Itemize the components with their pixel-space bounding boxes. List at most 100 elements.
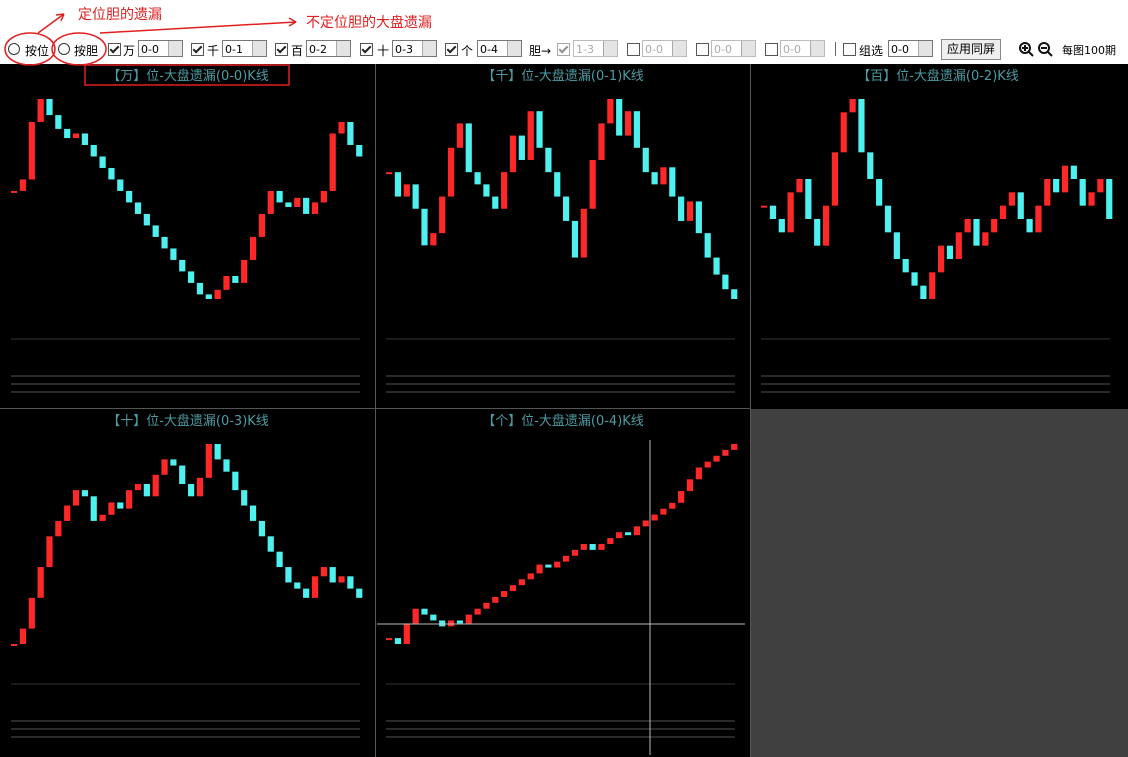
checkbox[interactable]	[275, 43, 288, 56]
select[interactable]: 0-3	[392, 40, 437, 57]
zoom-out[interactable]	[1038, 42, 1050, 54]
candle	[456, 620, 463, 624]
candle	[439, 196, 446, 234]
candle	[267, 190, 274, 214]
candle	[152, 474, 159, 497]
candle	[483, 184, 490, 197]
select[interactable]: 0-0	[711, 40, 756, 57]
candle	[911, 272, 918, 286]
candle	[55, 115, 62, 129]
annotation-text: 定位胆的遗漏	[78, 7, 162, 23]
candle	[713, 455, 720, 462]
annotation-ellipse	[51, 32, 107, 66]
candle	[607, 99, 614, 124]
apply-button[interactable]: 应用同屏	[941, 39, 1001, 60]
candle	[920, 285, 927, 299]
position-label: 千	[207, 44, 220, 58]
candle	[412, 608, 419, 624]
candle	[447, 147, 455, 197]
select[interactable]: 0-1	[222, 40, 267, 57]
checkbox[interactable]	[765, 43, 778, 56]
candle	[303, 588, 310, 598]
candle	[999, 205, 1007, 219]
candle	[902, 259, 909, 273]
radio-label: 按位	[25, 44, 50, 58]
candle	[787, 192, 794, 233]
radio[interactable]	[58, 43, 70, 55]
candle	[55, 520, 62, 537]
candle	[1044, 179, 1051, 206]
candle	[1035, 205, 1042, 233]
checkbox[interactable]	[360, 43, 373, 56]
checkbox[interactable]	[445, 43, 458, 56]
candle	[509, 135, 517, 173]
candle	[465, 123, 472, 173]
candle	[117, 179, 124, 191]
checkbox[interactable]	[627, 43, 640, 56]
select[interactable]: 0-0	[780, 40, 825, 57]
candle	[554, 561, 561, 568]
zoom-in[interactable]	[1019, 42, 1031, 54]
position-label: 万	[123, 44, 136, 58]
annotation-text: 不定位胆的大盘遗漏	[306, 14, 432, 31]
candle	[536, 564, 543, 574]
candle	[214, 289, 221, 299]
select[interactable]: 0-0	[642, 40, 687, 57]
candle	[421, 208, 428, 246]
checkbox[interactable]	[557, 43, 570, 56]
candle	[527, 573, 534, 580]
select[interactable]: 0-0	[138, 40, 183, 57]
radio[interactable]	[8, 43, 20, 55]
candle	[126, 190, 133, 203]
candle	[1008, 192, 1015, 206]
candle	[527, 111, 534, 160]
candle	[356, 144, 363, 157]
candle	[1070, 165, 1077, 179]
candle	[938, 245, 945, 273]
candle	[90, 496, 97, 521]
position-label: 个	[461, 44, 474, 58]
candle	[223, 459, 230, 472]
candle	[624, 111, 632, 136]
candle	[686, 479, 694, 492]
checkbox[interactable]	[108, 43, 121, 56]
candle	[695, 467, 702, 480]
candle	[126, 490, 133, 509]
candle	[1079, 179, 1086, 206]
checkbox[interactable]	[843, 43, 856, 56]
select[interactable]: 1-3	[573, 40, 618, 57]
candle	[403, 184, 410, 197]
candle	[580, 544, 587, 550]
checkbox[interactable]	[191, 43, 204, 56]
candle	[704, 233, 711, 258]
candle	[205, 294, 212, 299]
dan-label: 胆→	[529, 44, 552, 58]
candle	[19, 179, 27, 191]
candle	[161, 236, 168, 249]
candle	[294, 582, 301, 589]
candle	[46, 99, 53, 116]
candle	[394, 638, 402, 644]
checkbox[interactable]	[696, 43, 709, 56]
candle	[1026, 219, 1033, 233]
select[interactable]: 0-0	[888, 40, 933, 57]
candle	[11, 190, 18, 193]
candle	[223, 276, 230, 290]
candle	[598, 123, 605, 160]
candle	[72, 490, 80, 506]
candle	[338, 576, 345, 583]
candle	[669, 167, 676, 197]
candle	[108, 167, 115, 180]
candle	[152, 225, 159, 237]
separator	[835, 42, 836, 56]
candle	[778, 219, 785, 233]
candle	[456, 123, 463, 148]
candle	[170, 248, 177, 260]
candle	[386, 172, 393, 175]
candle	[731, 289, 738, 299]
candle	[876, 179, 883, 206]
select[interactable]: 0-4	[477, 40, 522, 57]
candle	[439, 620, 446, 627]
candle	[492, 196, 499, 209]
select[interactable]: 0-2	[306, 40, 351, 57]
